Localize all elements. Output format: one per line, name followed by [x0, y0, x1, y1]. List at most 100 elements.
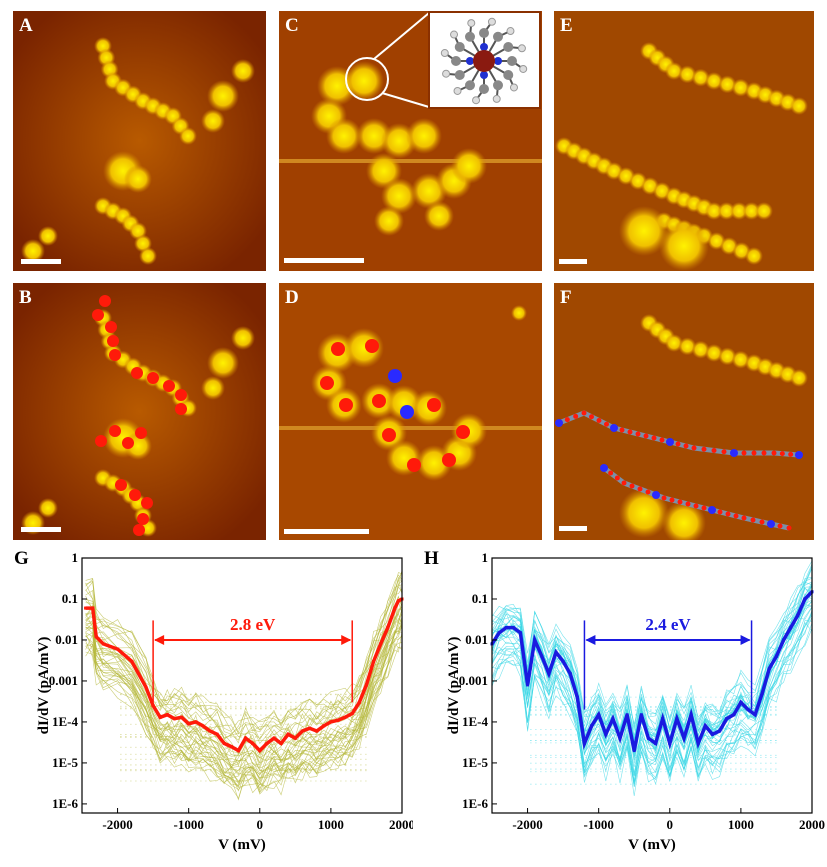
molecule-marker — [115, 479, 127, 491]
chain-bead — [652, 491, 660, 499]
chain-bead — [777, 523, 783, 529]
data-point — [774, 654, 778, 658]
data-point — [639, 713, 643, 717]
chain-bead — [683, 443, 689, 449]
data-point — [251, 741, 255, 745]
data-point — [646, 736, 650, 740]
data-point — [632, 749, 636, 753]
panel-label-b: B — [19, 287, 32, 308]
chain-bead — [771, 450, 777, 456]
molecule-marker — [147, 372, 159, 384]
chain-bead — [581, 410, 587, 416]
scale-bar-c — [284, 258, 364, 263]
stm-feature — [38, 226, 58, 246]
data-point — [286, 732, 290, 736]
main-spectrum-line — [490, 590, 814, 751]
carbon-atom — [454, 42, 465, 52]
data-point — [151, 704, 155, 708]
chain-bead — [635, 431, 641, 437]
chain-bead — [645, 489, 651, 495]
hydrogen-atom — [467, 19, 476, 28]
data-point — [718, 729, 722, 733]
carbon-atom — [493, 31, 503, 42]
chain-bead — [701, 505, 707, 511]
stm-feature — [231, 59, 255, 83]
chain-bead — [637, 486, 643, 492]
data-point — [568, 672, 572, 676]
data-point — [393, 606, 397, 610]
background-spectra — [85, 570, 403, 801]
chain-bead — [600, 464, 608, 472]
x-tick-label: 0 — [667, 817, 674, 832]
data-point — [265, 741, 269, 745]
chain-bead — [741, 450, 747, 456]
data-point — [244, 736, 248, 740]
molecule-marker — [382, 428, 396, 442]
data-point — [597, 713, 601, 717]
arrow-head-right — [740, 634, 751, 645]
stm-feature — [344, 328, 384, 368]
data-point — [130, 659, 134, 663]
x-tick-label: 2000 — [389, 817, 413, 832]
x-tick-label: -1000 — [173, 817, 203, 832]
stm-feature — [406, 118, 442, 154]
carbon-atom — [465, 31, 475, 42]
background-spectra — [491, 560, 813, 796]
molecule-marker — [109, 425, 121, 437]
hydrogen-atom — [440, 49, 449, 58]
x-tick-label: -1000 — [583, 817, 613, 832]
stm-feature — [619, 206, 669, 256]
stm-feature — [451, 148, 487, 184]
data-point — [372, 659, 376, 663]
x-tick-label: -2000 — [512, 817, 542, 832]
stm-panel-d: D — [279, 283, 542, 540]
chain-bead — [669, 497, 675, 503]
scale-bar-a — [21, 259, 61, 264]
molecule-marker — [137, 513, 149, 525]
chain-bead — [608, 470, 614, 476]
molecule-marker — [131, 367, 143, 379]
data-point — [144, 685, 148, 689]
data-point — [675, 717, 679, 721]
chain-bead — [751, 450, 757, 456]
panel-label-c: C — [285, 15, 299, 36]
y-tick-label: 0.001 — [459, 673, 488, 688]
stm-feature — [139, 247, 157, 265]
metal-atom — [473, 50, 495, 72]
stm-image-f — [554, 283, 814, 540]
stm-feature — [124, 165, 152, 193]
data-point — [322, 724, 326, 728]
plot-frame — [491, 557, 813, 814]
carbon-atom — [479, 28, 489, 38]
chain-bead — [786, 525, 792, 531]
stm-image-d — [279, 283, 542, 540]
chain-bead — [619, 427, 625, 433]
hydrogen-atom — [453, 86, 462, 95]
data-point — [753, 713, 757, 717]
data-point — [386, 626, 390, 630]
x-tick-label: 0 — [257, 817, 264, 832]
molecule-marker — [129, 489, 141, 501]
data-point — [611, 717, 615, 721]
chain-bead — [589, 414, 594, 420]
nitrogen-atom — [494, 57, 502, 65]
data-point — [279, 741, 283, 745]
stm-panel-c: C — [279, 11, 542, 271]
data-point — [604, 732, 608, 736]
x-tick-label: 1000 — [318, 817, 344, 832]
data-point — [236, 749, 240, 753]
data-point — [561, 659, 565, 663]
data-point — [696, 741, 700, 745]
data-point — [94, 635, 98, 639]
chain-bead — [685, 501, 691, 507]
molecule-marker — [107, 335, 119, 347]
stm-feature — [326, 118, 362, 154]
panel-label-f: F — [560, 287, 572, 308]
y-tick-label: 1E-6 — [462, 796, 489, 811]
stm-feature — [730, 202, 748, 220]
data-point — [350, 712, 354, 716]
data-point — [84, 606, 88, 610]
data-point — [300, 729, 304, 733]
x-tick-label: -2000 — [102, 817, 132, 832]
carbon-atom — [493, 80, 503, 91]
